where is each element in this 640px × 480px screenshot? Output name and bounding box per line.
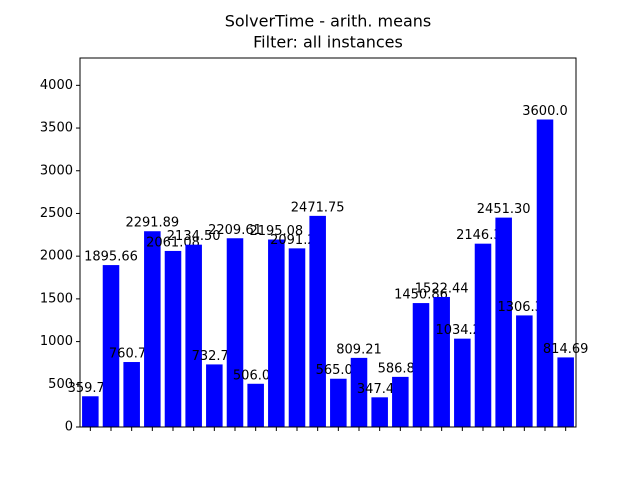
bar xyxy=(185,244,202,427)
bar xyxy=(557,357,574,427)
value-label: 2291.89 xyxy=(125,216,179,231)
y-tick-label: 2000 xyxy=(40,249,73,264)
bar xyxy=(350,357,368,427)
chart-subtitle: Filter: all instances xyxy=(253,33,403,52)
y-tick-label: 1000 xyxy=(40,334,73,349)
value-label: 3600.0 xyxy=(522,104,568,119)
plot-frame xyxy=(79,57,577,428)
value-label: 2209.61 xyxy=(208,223,262,238)
bar xyxy=(536,119,554,427)
value-label: 732.71 xyxy=(192,349,238,364)
bar xyxy=(412,303,430,427)
value-label: 809.21 xyxy=(336,342,382,357)
y-tick-label: 3000 xyxy=(40,163,73,178)
y-tick-label: 2500 xyxy=(40,206,73,221)
bar xyxy=(392,376,409,427)
value-label: 2471.75 xyxy=(291,200,345,215)
value-label: 1522.44 xyxy=(415,281,469,296)
value-label: 1895.66 xyxy=(84,250,138,265)
value-label: 2134.50 xyxy=(167,229,221,244)
value-label: 814.69 xyxy=(543,342,589,357)
bar xyxy=(309,215,326,427)
bar xyxy=(454,338,471,427)
bar xyxy=(102,265,120,427)
bar xyxy=(288,248,306,427)
bar xyxy=(433,296,450,427)
value-label: 359.74 xyxy=(68,381,114,396)
value-label: 586.84 xyxy=(378,361,424,376)
bar xyxy=(516,315,533,427)
bar xyxy=(226,238,244,427)
value-label: 2195.08 xyxy=(249,224,303,239)
bar xyxy=(268,239,285,427)
value-label: 565.02 xyxy=(316,363,362,378)
bar xyxy=(371,397,388,427)
bar xyxy=(206,364,223,427)
bar xyxy=(247,383,264,427)
chart-title: SolverTime - arith. means xyxy=(225,12,432,31)
value-label: 760.71 xyxy=(109,347,155,362)
y-tick-label: 0 xyxy=(65,420,73,435)
y-tick-label: 3500 xyxy=(40,121,73,136)
y-tick-label: 500 xyxy=(48,377,73,392)
y-tick-label: 4000 xyxy=(40,78,73,93)
bar xyxy=(82,396,99,427)
value-label: 347.46 xyxy=(357,382,403,397)
bar xyxy=(144,231,161,427)
bar xyxy=(164,250,182,427)
bar xyxy=(123,362,140,427)
y-tick-label: 1500 xyxy=(40,291,73,306)
bar xyxy=(495,217,512,427)
bar xyxy=(330,378,347,427)
value-label: 2451.30 xyxy=(477,202,531,217)
value-label: 506.01 xyxy=(233,368,279,383)
bar xyxy=(474,243,492,427)
